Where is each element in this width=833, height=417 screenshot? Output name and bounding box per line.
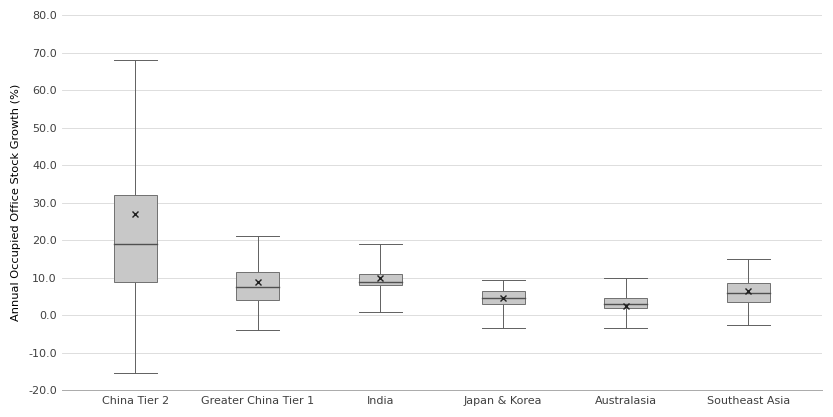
- Bar: [604, 299, 647, 308]
- Bar: [481, 291, 525, 304]
- Bar: [114, 195, 157, 281]
- Bar: [727, 284, 770, 302]
- Bar: [359, 274, 402, 285]
- Bar: [237, 272, 279, 300]
- Y-axis label: Annual Occupied Office Stock Growth (%): Annual Occupied Office Stock Growth (%): [11, 84, 21, 322]
